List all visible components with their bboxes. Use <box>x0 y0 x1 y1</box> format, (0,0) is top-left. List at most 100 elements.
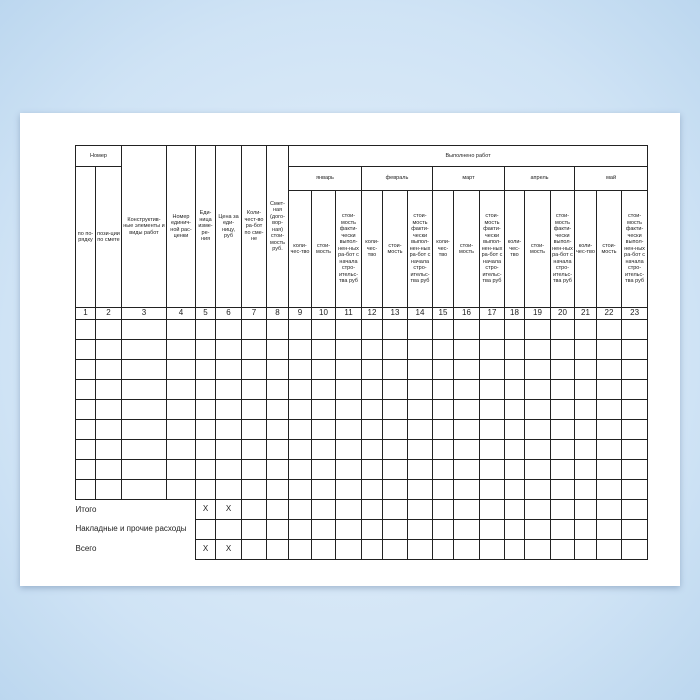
table-cell[interactable] <box>432 399 454 420</box>
table-cell[interactable] <box>479 379 505 400</box>
table-cell[interactable] <box>479 319 505 340</box>
table-cell[interactable] <box>95 479 122 500</box>
table-cell[interactable] <box>620 419 649 440</box>
table-cell[interactable] <box>75 399 96 420</box>
summary-cell[interactable] <box>504 499 525 520</box>
table-cell[interactable] <box>121 359 167 380</box>
summary-cell[interactable] <box>550 519 575 540</box>
summary-cell[interactable] <box>620 499 649 520</box>
table-cell[interactable] <box>504 319 525 340</box>
summary-cell[interactable] <box>620 539 649 560</box>
table-cell[interactable] <box>620 359 649 380</box>
table-cell[interactable] <box>596 339 622 360</box>
summary-cell[interactable] <box>524 519 551 540</box>
summary-cell[interactable] <box>620 519 649 540</box>
table-cell[interactable] <box>75 339 96 360</box>
table-cell[interactable] <box>311 339 336 360</box>
table-cell[interactable] <box>335 439 362 460</box>
table-cell[interactable] <box>407 319 433 340</box>
table-cell[interactable] <box>288 479 312 500</box>
table-cell[interactable] <box>195 379 216 400</box>
summary-cell[interactable] <box>432 519 454 540</box>
summary-cell[interactable] <box>432 499 454 520</box>
table-cell[interactable] <box>121 399 167 420</box>
table-cell[interactable] <box>266 319 289 340</box>
table-cell[interactable] <box>75 479 96 500</box>
table-cell[interactable] <box>453 359 480 380</box>
table-cell[interactable] <box>382 359 408 380</box>
table-cell[interactable] <box>479 479 505 500</box>
table-cell[interactable] <box>574 479 597 500</box>
table-cell[interactable] <box>524 319 551 340</box>
table-cell[interactable] <box>479 399 505 420</box>
summary-cell[interactable] <box>524 499 551 520</box>
table-cell[interactable] <box>453 339 480 360</box>
table-cell[interactable] <box>550 479 575 500</box>
table-cell[interactable] <box>166 319 196 340</box>
table-cell[interactable] <box>620 439 649 460</box>
summary-cell[interactable] <box>288 519 312 540</box>
table-cell[interactable] <box>479 439 505 460</box>
table-cell[interactable] <box>596 479 622 500</box>
table-cell[interactable] <box>266 359 289 380</box>
table-cell[interactable] <box>382 479 408 500</box>
table-cell[interactable] <box>596 399 622 420</box>
summary-cell[interactable] <box>596 539 622 560</box>
summary-cell[interactable] <box>574 539 597 560</box>
table-cell[interactable] <box>407 339 433 360</box>
table-cell[interactable] <box>335 419 362 440</box>
table-cell[interactable] <box>432 459 454 480</box>
table-cell[interactable] <box>95 319 122 340</box>
table-cell[interactable] <box>95 459 122 480</box>
table-cell[interactable] <box>241 379 267 400</box>
table-cell[interactable] <box>479 419 505 440</box>
table-cell[interactable] <box>121 459 167 480</box>
table-cell[interactable] <box>620 459 649 480</box>
table-cell[interactable] <box>504 419 525 440</box>
table-cell[interactable] <box>550 459 575 480</box>
table-cell[interactable] <box>335 479 362 500</box>
summary-cell[interactable] <box>504 539 525 560</box>
table-cell[interactable] <box>524 379 551 400</box>
table-cell[interactable] <box>574 359 597 380</box>
table-cell[interactable] <box>266 399 289 420</box>
table-cell[interactable] <box>241 479 267 500</box>
table-cell[interactable] <box>524 399 551 420</box>
table-cell[interactable] <box>266 479 289 500</box>
summary-cell[interactable] <box>407 519 433 540</box>
table-cell[interactable] <box>453 479 480 500</box>
table-cell[interactable] <box>75 419 96 440</box>
table-cell[interactable] <box>121 439 167 460</box>
table-cell[interactable] <box>574 459 597 480</box>
summary-cell[interactable]: Х <box>195 499 216 520</box>
table-cell[interactable] <box>241 339 267 360</box>
table-cell[interactable] <box>453 419 480 440</box>
table-cell[interactable] <box>361 439 383 460</box>
summary-cell[interactable] <box>550 539 575 560</box>
summary-cell[interactable] <box>241 539 267 560</box>
table-cell[interactable] <box>288 399 312 420</box>
table-cell[interactable] <box>407 419 433 440</box>
table-cell[interactable] <box>241 419 267 440</box>
table-cell[interactable] <box>524 419 551 440</box>
table-cell[interactable] <box>215 339 242 360</box>
summary-cell[interactable] <box>335 499 362 520</box>
summary-cell[interactable] <box>335 539 362 560</box>
summary-cell[interactable] <box>504 519 525 540</box>
table-cell[interactable] <box>574 339 597 360</box>
table-cell[interactable] <box>596 439 622 460</box>
table-cell[interactable] <box>524 439 551 460</box>
table-cell[interactable] <box>479 339 505 360</box>
table-cell[interactable] <box>361 479 383 500</box>
table-cell[interactable] <box>361 339 383 360</box>
table-cell[interactable] <box>574 399 597 420</box>
table-cell[interactable] <box>596 359 622 380</box>
summary-cell[interactable] <box>311 499 336 520</box>
summary-cell[interactable] <box>382 499 408 520</box>
table-cell[interactable] <box>288 319 312 340</box>
table-cell[interactable] <box>596 319 622 340</box>
table-cell[interactable] <box>121 339 167 360</box>
table-cell[interactable] <box>95 439 122 460</box>
table-cell[interactable] <box>266 419 289 440</box>
table-cell[interactable] <box>361 379 383 400</box>
